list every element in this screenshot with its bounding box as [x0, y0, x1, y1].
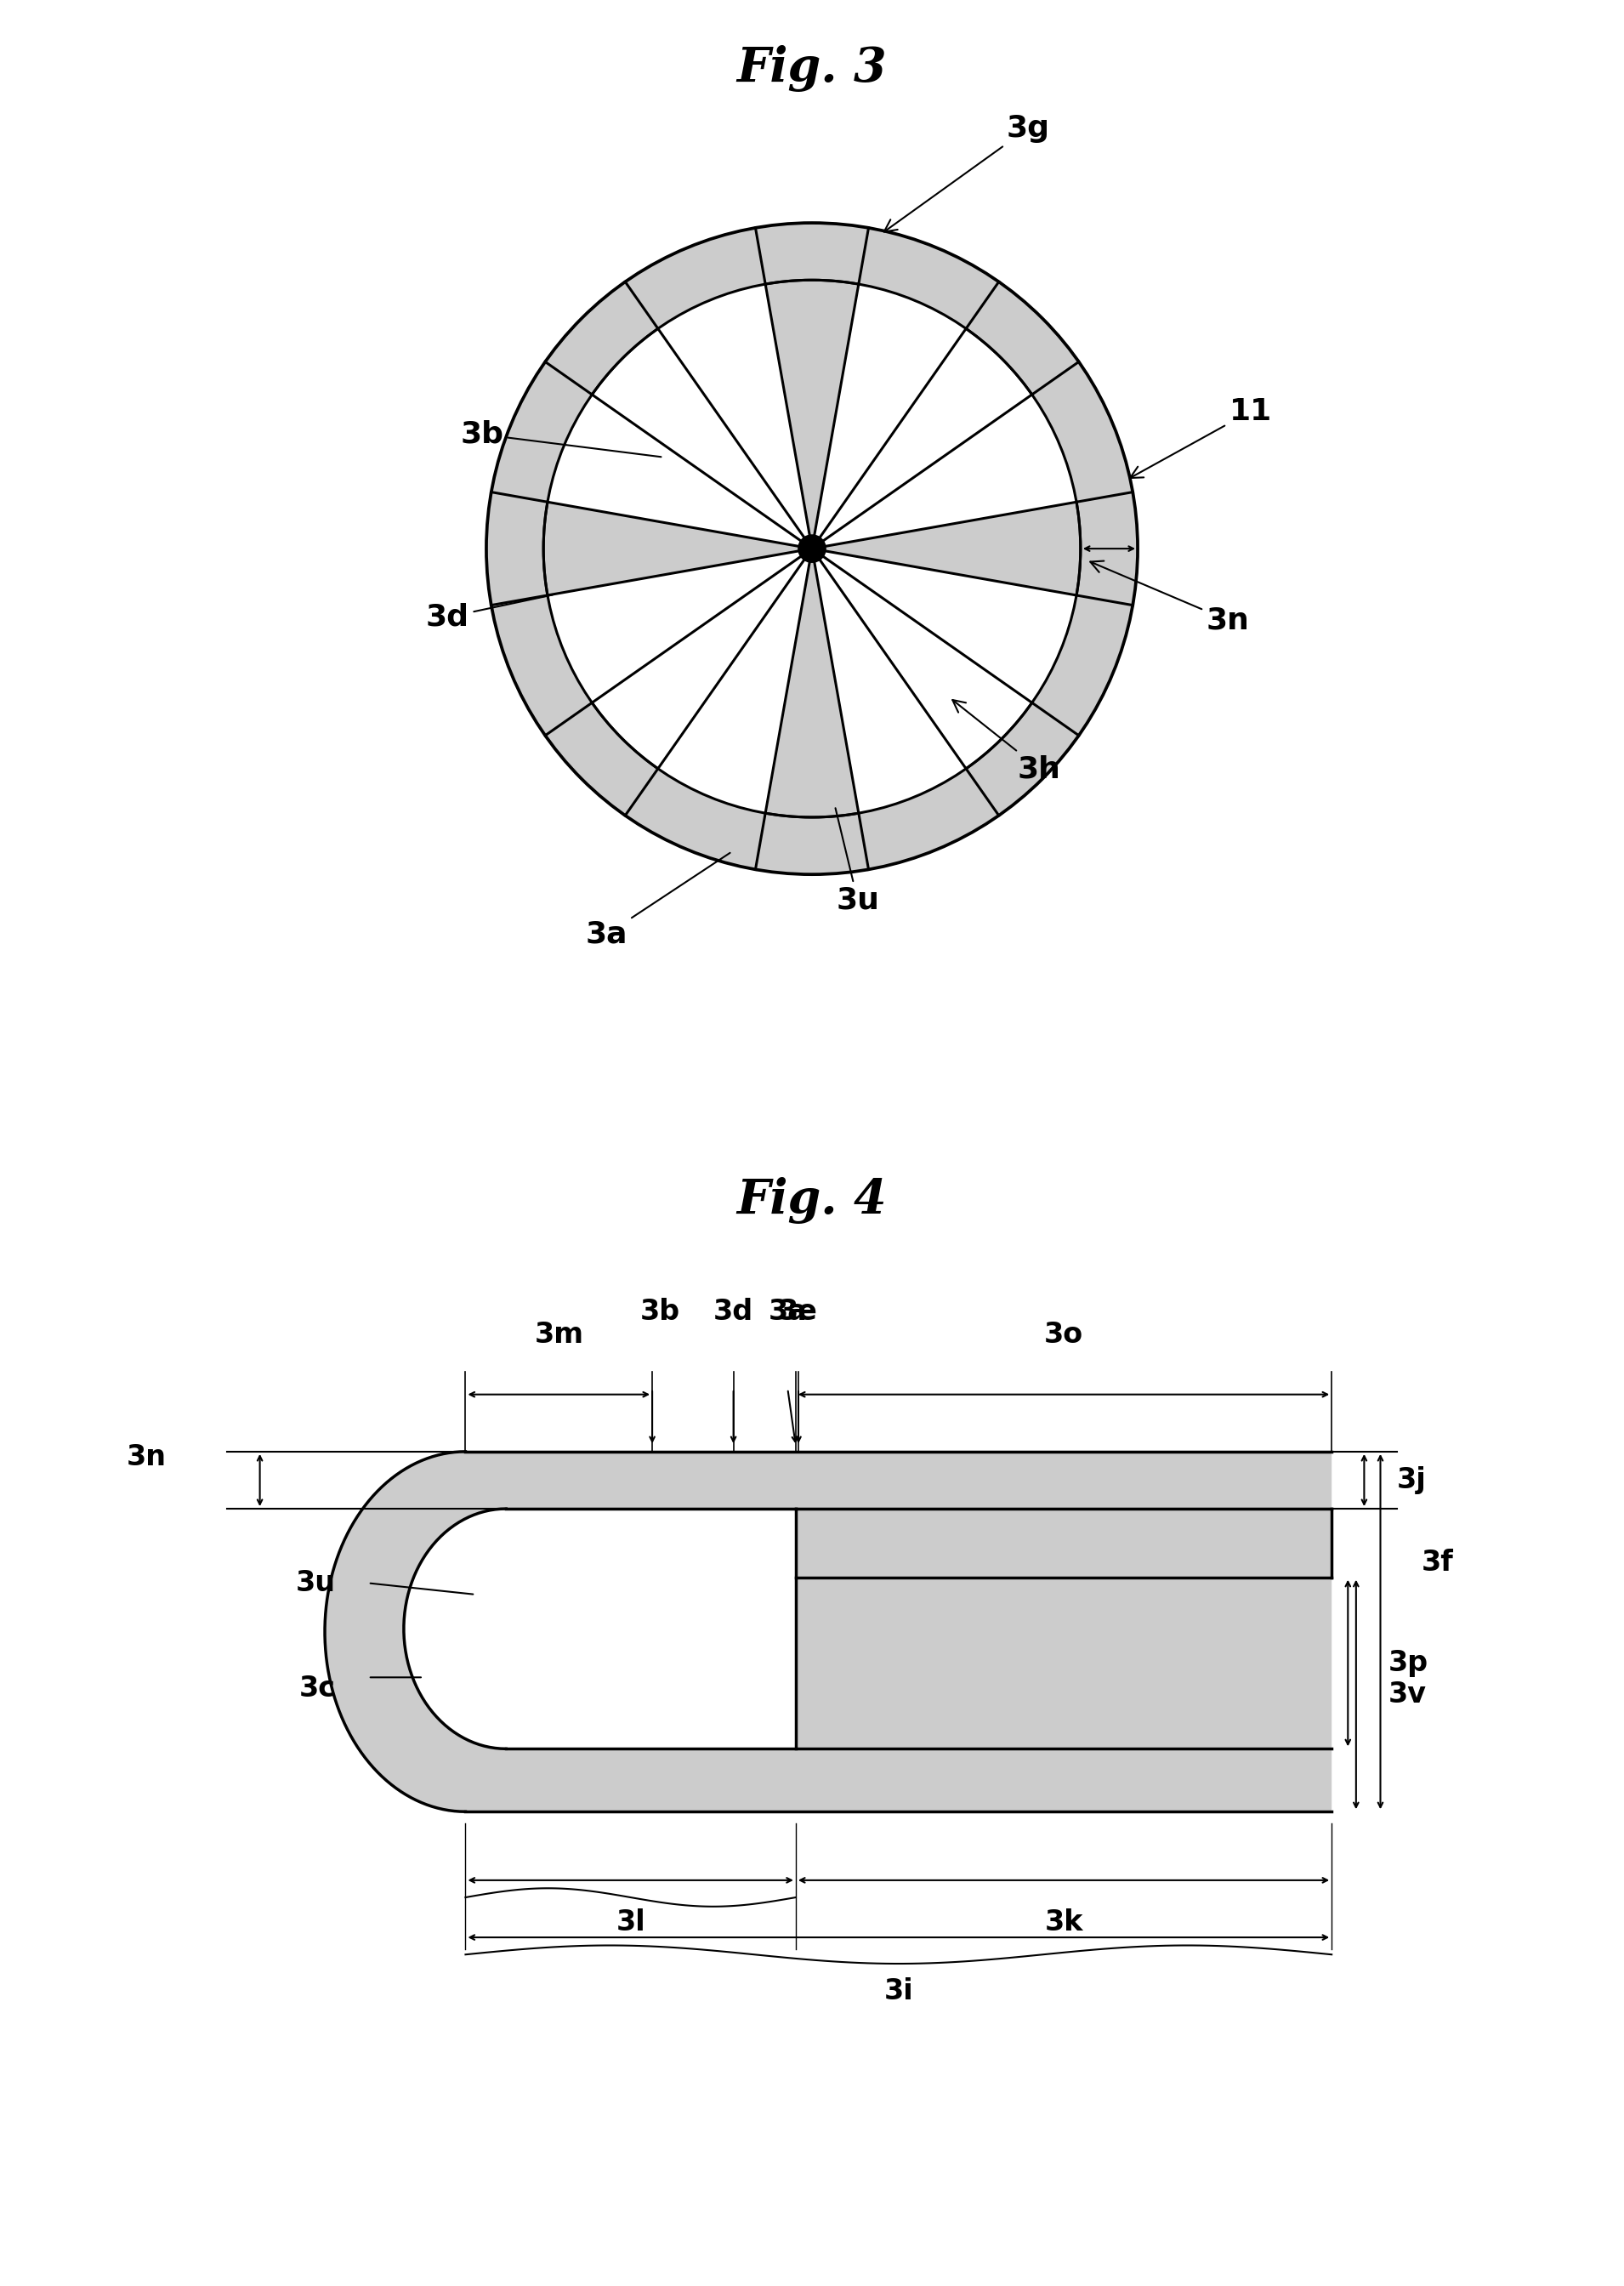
Polygon shape	[325, 1452, 1332, 1811]
Text: 3n: 3n	[1090, 560, 1249, 636]
Text: 3d: 3d	[713, 1298, 754, 1326]
Text: 3d: 3d	[425, 594, 552, 631]
Polygon shape	[404, 1509, 796, 1749]
Text: 3u: 3u	[835, 809, 879, 914]
Text: 3p: 3p	[1389, 1648, 1429, 1678]
Text: 11: 11	[1130, 398, 1272, 478]
Text: 3m: 3m	[534, 1321, 583, 1349]
Text: 3a: 3a	[585, 853, 731, 949]
Text: 3a: 3a	[768, 1298, 807, 1326]
Polygon shape	[765, 281, 859, 549]
Text: Fig. 4: Fig. 4	[737, 1177, 887, 1223]
Text: 3f: 3f	[1421, 1550, 1453, 1577]
Polygon shape	[593, 549, 812, 768]
Text: 3o: 3o	[1044, 1321, 1083, 1349]
Text: 3j: 3j	[1397, 1465, 1426, 1495]
Polygon shape	[812, 503, 1080, 594]
Circle shape	[544, 279, 1080, 816]
Circle shape	[799, 535, 825, 562]
Text: Fig. 3: Fig. 3	[737, 46, 887, 91]
Polygon shape	[544, 503, 812, 594]
Text: 3b: 3b	[640, 1298, 680, 1326]
Polygon shape	[796, 1509, 1332, 1577]
Polygon shape	[765, 549, 859, 816]
Text: 3n: 3n	[127, 1442, 166, 1472]
Polygon shape	[812, 549, 1031, 768]
Text: 3h: 3h	[953, 700, 1060, 784]
Polygon shape	[812, 329, 1031, 549]
Polygon shape	[593, 329, 812, 549]
Text: 3v: 3v	[1389, 1680, 1427, 1708]
Text: 3i: 3i	[883, 1977, 913, 2005]
Text: 3k: 3k	[1044, 1909, 1083, 1936]
Text: 3e: 3e	[780, 1298, 818, 1326]
Text: 3c: 3c	[299, 1676, 336, 1703]
Text: 3u: 3u	[296, 1568, 336, 1598]
Text: 3b: 3b	[460, 421, 661, 457]
Text: 3l: 3l	[615, 1909, 645, 1936]
Text: 3g: 3g	[883, 114, 1049, 231]
